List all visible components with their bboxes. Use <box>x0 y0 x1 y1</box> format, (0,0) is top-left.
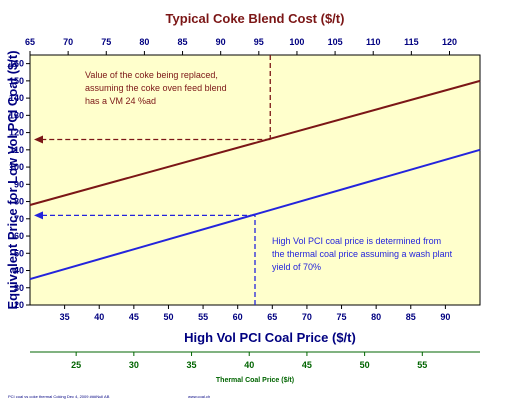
x-tick-label: 90 <box>440 312 450 322</box>
hvpci-note-line: High Vol PCI coal price is determined fr… <box>272 236 441 246</box>
top-tick-label: 70 <box>63 37 73 47</box>
x-tick-label: 45 <box>129 312 139 322</box>
y-tick-label: 90 <box>14 179 24 189</box>
series-line-1 <box>29 79 481 206</box>
thermal-tick-label: 50 <box>360 360 370 370</box>
x-tick-label: 35 <box>60 312 70 322</box>
x-tick-label: 65 <box>267 312 277 322</box>
top-tick-label: 100 <box>289 37 304 47</box>
y-tick-label: 60 <box>14 231 24 241</box>
top-tick-label: 110 <box>366 37 381 47</box>
x-tick-label: 60 <box>233 312 243 322</box>
y-tick-label: 120 <box>9 128 24 138</box>
coke-arrow-head <box>34 135 43 144</box>
y-tick-label: 20 <box>14 300 24 310</box>
x-tick-label: 85 <box>406 312 416 322</box>
chart-marks: 20 30 40 50 60 70 80 90 100 110 120 130 140 150 160 35 4… <box>9 37 481 370</box>
y-axis-label: Equivalent Price for Low Vol PCI Coal ($… <box>5 50 20 309</box>
y-tick-label: 50 <box>14 248 24 258</box>
coke-note-line: has a VM 24 %ad <box>85 96 156 106</box>
top-tick-label: 65 <box>25 37 35 47</box>
y-tick-label: 30 <box>14 283 24 293</box>
y-tick-label: 140 <box>9 93 24 103</box>
hvpci-note-line: the thermal coal price assuming a wash p… <box>272 249 453 259</box>
footer-left: PCI coal vs coke thermal Coking Dec 4, 2… <box>8 394 110 399</box>
series-line-2 <box>29 148 481 281</box>
y-tick-label: 150 <box>9 76 24 86</box>
thermal-tick-label: 55 <box>417 360 427 370</box>
x-axis-label: High Vol PCI Coal Price ($/t) <box>184 330 356 345</box>
x-tick-label: 50 <box>163 312 173 322</box>
x-tick-label: 55 <box>198 312 208 322</box>
top-tick-label: 75 <box>101 37 111 47</box>
y-tick-label: 130 <box>9 110 24 120</box>
footer-center: www.coal.ch <box>188 394 210 399</box>
thermal-tick-label: 30 <box>129 360 139 370</box>
coke-note-line: assuming the coke oven feed blend <box>85 83 227 93</box>
x-tick-label: 80 <box>371 312 381 322</box>
coke-note-line: Value of the coke being replaced, <box>85 70 218 80</box>
x-tick-label: 75 <box>337 312 347 322</box>
hvpci-note-line: yield of 70% <box>272 262 321 272</box>
top-tick-label: 115 <box>404 37 419 47</box>
thermal-tick-label: 45 <box>302 360 312 370</box>
thermal-tick-label: 40 <box>244 360 254 370</box>
hvpci-arrow-head <box>34 211 43 220</box>
thermal-tick-label: 35 <box>187 360 197 370</box>
x-tick-label: 70 <box>302 312 312 322</box>
chart-title: Typical Coke Blend Cost ($/t) <box>166 11 345 26</box>
top-tick-label: 90 <box>216 37 226 47</box>
top-tick-label: 95 <box>254 37 264 47</box>
y-tick-label: 160 <box>9 59 24 69</box>
thermal-axis-label: Thermal Coal Price ($/t) <box>216 377 294 384</box>
y-tick-label: 80 <box>14 197 24 207</box>
top-tick-label: 85 <box>178 37 188 47</box>
top-tick-label: 80 <box>139 37 149 47</box>
y-tick-label: 70 <box>14 214 24 224</box>
x-tick-label: 40 <box>94 312 104 322</box>
thermal-tick-label: 25 <box>71 360 81 370</box>
top-tick-label: 120 <box>442 37 457 47</box>
top-tick-label: 105 <box>328 37 343 47</box>
y-tick-label: 100 <box>9 162 24 172</box>
y-tick-label: 40 <box>14 266 24 276</box>
y-tick-label: 110 <box>9 145 24 155</box>
